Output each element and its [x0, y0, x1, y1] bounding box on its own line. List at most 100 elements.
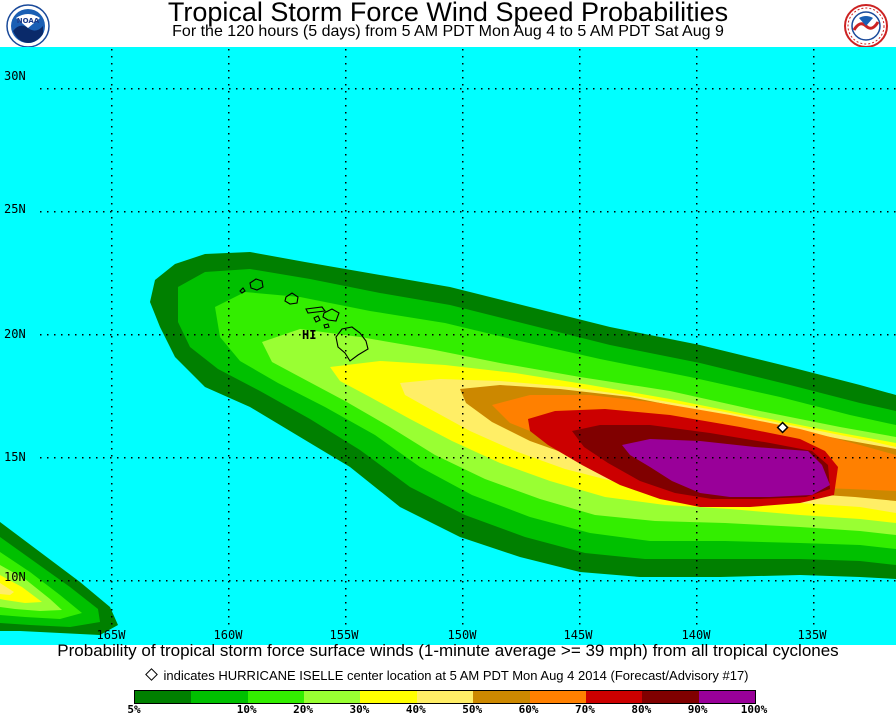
grid-dot	[696, 539, 698, 541]
grid-dot	[628, 457, 630, 459]
grid-dot	[111, 294, 113, 296]
grid-dot	[299, 334, 301, 336]
grid-dot	[439, 457, 441, 459]
grid-dot	[696, 378, 698, 380]
grid-dot	[462, 252, 464, 254]
grid-dot	[579, 497, 581, 499]
grid-dot	[495, 334, 497, 336]
grid-dot	[228, 518, 230, 520]
grid-dot	[462, 168, 464, 170]
legend-swatch	[360, 691, 417, 703]
grid-dot	[159, 334, 161, 336]
grid-dot	[173, 457, 175, 459]
grid-dot	[462, 371, 464, 373]
grid-dot	[40, 457, 42, 459]
grid-dot	[684, 88, 686, 90]
grid-dot	[838, 580, 840, 582]
grid-dot	[229, 334, 231, 336]
grid-dot	[698, 457, 700, 459]
lon-label: 140W	[682, 628, 712, 642]
legend-swatch	[585, 691, 643, 703]
grid-dot	[719, 334, 721, 336]
grid-dot	[250, 211, 252, 213]
grid-dot	[579, 609, 581, 611]
grid-dot	[462, 385, 464, 387]
grid-dot	[579, 490, 581, 492]
grid-dot	[460, 211, 462, 213]
grid-dot	[719, 457, 721, 459]
grid-dot	[369, 580, 371, 582]
probability-swath	[150, 252, 896, 579]
grid-dot	[376, 334, 378, 336]
grid-dot	[824, 211, 826, 213]
grid-dot	[425, 211, 427, 213]
grid-dot	[859, 334, 861, 336]
grid-dot	[111, 441, 113, 443]
grid-dot	[111, 399, 113, 401]
grid-dot	[103, 580, 105, 582]
grid-dot	[462, 56, 464, 58]
grid-dot	[462, 266, 464, 268]
grid-dot	[696, 231, 698, 233]
grid-dot	[579, 301, 581, 303]
grid-dot	[887, 211, 889, 213]
grid-dot	[579, 334, 581, 336]
grid-dot	[621, 88, 623, 90]
grid-dot	[462, 238, 464, 240]
grid-dot	[866, 580, 868, 582]
grid-dot	[696, 63, 698, 65]
grid-dot	[345, 189, 347, 191]
grid-dot	[635, 88, 637, 90]
grid-dot	[278, 334, 280, 336]
grid-dot	[228, 490, 230, 492]
grid-dot	[698, 334, 700, 336]
grid-dot	[228, 469, 230, 471]
grid-dot	[579, 88, 581, 90]
grid-dot	[228, 77, 230, 79]
grid-dot	[390, 457, 392, 459]
grid-dot	[89, 457, 91, 459]
grid-dot	[462, 462, 464, 464]
grid-dot	[579, 580, 581, 582]
band-50pct	[0, 583, 14, 595]
grid-dot	[222, 211, 224, 213]
grid-dot	[579, 287, 581, 289]
grid-dot	[579, 427, 581, 429]
grid-dot	[228, 308, 230, 310]
grid-dot	[75, 334, 77, 336]
grid-dot	[320, 580, 322, 582]
grid-dot	[663, 580, 665, 582]
grid-dot	[462, 336, 464, 338]
grid-dot	[397, 580, 399, 582]
grid-dot	[462, 406, 464, 408]
grid-dot	[462, 315, 464, 317]
grid-dot	[462, 322, 464, 324]
island-molokai	[305, 306, 327, 314]
grid-dot	[236, 88, 238, 90]
grid-dot	[345, 280, 347, 282]
grid-dot	[228, 210, 230, 212]
grid-dot	[677, 211, 679, 213]
grid-dot	[719, 580, 721, 582]
legend-label: 70%	[574, 703, 595, 716]
grid-dot	[453, 457, 455, 459]
grid-dot	[696, 112, 698, 114]
grid-dot	[509, 334, 511, 336]
grid-dot	[117, 334, 119, 336]
grid-dot	[733, 580, 735, 582]
grid-dot	[502, 211, 504, 213]
grid-dot	[733, 211, 735, 213]
grid-dot	[502, 580, 504, 582]
grid-dot	[320, 88, 322, 90]
grid-dot	[75, 88, 77, 90]
grid-dot	[355, 580, 357, 582]
grid-dot	[705, 457, 707, 459]
grid-dot	[691, 457, 693, 459]
grid-dot	[345, 294, 347, 296]
grid-dot	[124, 88, 126, 90]
grid-dot	[362, 211, 364, 213]
lon-label: 165W	[97, 628, 127, 642]
grid-dot	[696, 119, 698, 121]
grid-dot	[558, 334, 560, 336]
grid-dot	[345, 245, 347, 247]
